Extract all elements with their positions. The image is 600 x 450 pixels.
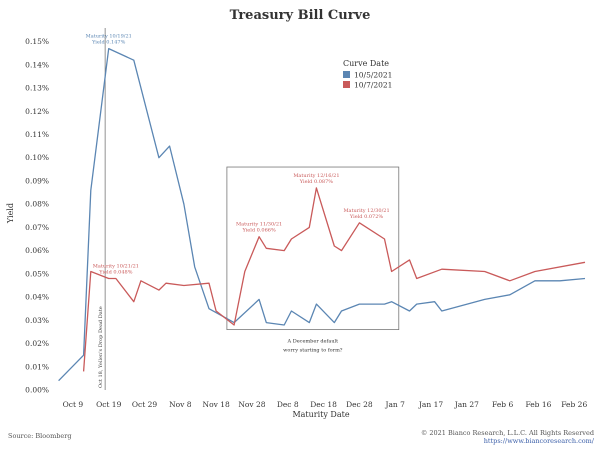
y-tick-label: 0.09% <box>25 176 49 185</box>
y-tick-label: 0.03% <box>25 316 49 325</box>
x-tick-label: Jan 27 <box>454 400 479 409</box>
y-tick-label: 0.12% <box>25 107 49 116</box>
chart-title: Treasury Bill Curve <box>230 8 371 23</box>
legend: Curve Date 10/5/2021 10/7/2021 <box>343 59 392 90</box>
x-tick-label: Feb 16 <box>525 400 551 409</box>
y-tick-label: 0.11% <box>25 130 49 139</box>
x-tick-label: Nov 28 <box>238 400 265 409</box>
annotation-maturity: Maturity 10/19/21 <box>86 34 132 40</box>
highlight-caption-line2: worry starting to form? <box>283 348 343 354</box>
x-tick-label: Oct 9 <box>63 400 84 409</box>
y-axis-label: Yield <box>6 203 15 224</box>
y-tick-label: 0.06% <box>25 246 49 255</box>
drop-dead-date-label: Oct 18, Yellen's Drop Dead Date <box>98 306 104 388</box>
annotation-yield: Yield 0.048% <box>98 270 132 276</box>
x-tick-label: Dec 28 <box>346 400 373 409</box>
annotation-yield: Yield 0.066% <box>242 228 276 234</box>
footer-source: Source: Bloomberg <box>8 432 72 440</box>
annotation-maturity: Maturity 10/21/21 <box>93 264 139 270</box>
y-tick-label: 0.04% <box>25 293 49 302</box>
x-tick-label: Feb 26 <box>561 400 587 409</box>
series-line-10-7-2021 <box>82 187 586 372</box>
x-tick-label: Oct 29 <box>132 400 158 409</box>
december-highlight-box <box>226 166 400 331</box>
y-tick-label: 0.02% <box>25 339 49 348</box>
highlight-caption-line1: A December default <box>287 339 339 345</box>
x-tick-label: Nov 18 <box>203 400 230 409</box>
x-tick-label: Oct 19 <box>96 400 122 409</box>
y-tick-label: 0.13% <box>25 84 49 93</box>
y-axis: 0.00% 0.01% 0.02% 0.03% 0.04% 0.05% 0.06% 0.07%… <box>25 37 49 394</box>
y-tick-label: 0.01% <box>25 362 49 371</box>
x-tick-label: Nov 8 <box>169 400 192 409</box>
x-tick-label: Jan 17 <box>418 400 443 409</box>
footer-url[interactable]: https://www.biancoresearch.com/ <box>484 437 595 445</box>
x-tick-label: Dec 18 <box>310 400 337 409</box>
x-axis: Oct 9 Oct 19 Oct 29 Nov 8 Nov 18 Nov 28 Dec 8 D… <box>63 400 588 409</box>
x-axis-label: Maturity Date <box>292 410 349 419</box>
annotation-yield: Yield 0.147% <box>91 40 125 46</box>
x-tick-label: Jan 7 <box>384 400 405 409</box>
legend-label-10-7-2021: 10/7/2021 <box>354 81 392 90</box>
series-line-10-5-2021 <box>58 47 586 382</box>
x-tick-label: Dec 8 <box>277 400 299 409</box>
y-tick-label: 0.15% <box>25 37 49 46</box>
legend-swatch-10-7-2021 <box>343 81 350 88</box>
legend-label-10-5-2021: 10/5/2021 <box>354 71 392 80</box>
series-layer <box>58 47 586 382</box>
y-tick-label: 0.07% <box>25 223 49 232</box>
annotation-yield: Yield 0.072% <box>349 214 383 220</box>
legend-swatch-10-5-2021 <box>343 71 350 78</box>
legend-title: Curve Date <box>343 59 389 68</box>
y-tick-label: 0.08% <box>25 200 49 209</box>
annotation-yield: Yield 0.087% <box>299 179 333 185</box>
x-tick-label: Feb 6 <box>492 400 513 409</box>
annotation-maturity: Maturity 12/16/21 <box>293 173 339 179</box>
y-tick-label: 0.14% <box>25 60 49 69</box>
footer-copyright: © 2021 Bianco Research, L.L.C. All Right… <box>421 429 594 437</box>
y-tick-label: 0.00% <box>25 386 49 395</box>
y-tick-label: 0.10% <box>25 153 49 162</box>
annotation-maturity: Maturity 11/30/21 <box>236 222 282 228</box>
annotation-maturity: Maturity 12/30/21 <box>343 208 389 214</box>
y-tick-label: 0.05% <box>25 269 49 278</box>
